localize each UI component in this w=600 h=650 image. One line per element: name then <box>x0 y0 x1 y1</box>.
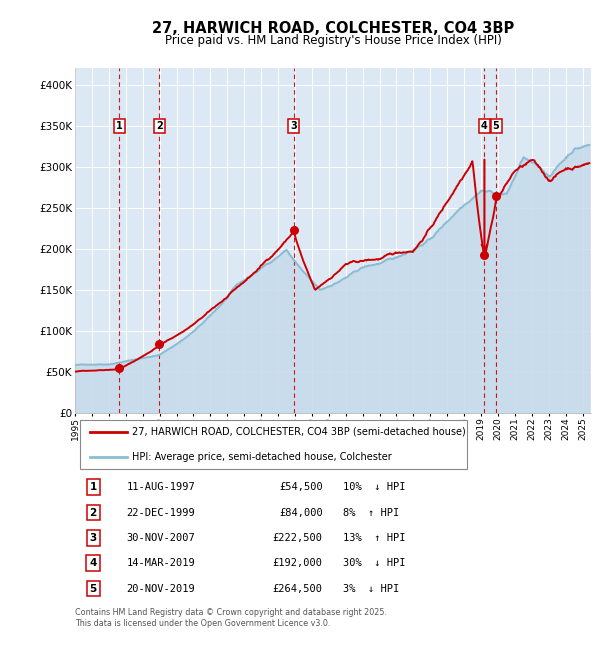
Text: £192,000: £192,000 <box>272 558 323 568</box>
Text: HPI: Average price, semi-detached house, Colchester: HPI: Average price, semi-detached house,… <box>132 452 392 461</box>
Text: £222,500: £222,500 <box>272 533 323 543</box>
Text: 3%  ↓ HPI: 3% ↓ HPI <box>343 584 400 593</box>
Text: 11-AUG-1997: 11-AUG-1997 <box>127 482 196 492</box>
Text: 14-MAR-2019: 14-MAR-2019 <box>127 558 196 568</box>
Text: 20-NOV-2019: 20-NOV-2019 <box>127 584 196 593</box>
Text: 30-NOV-2007: 30-NOV-2007 <box>127 533 196 543</box>
Text: 27, HARWICH ROAD, COLCHESTER, CO4 3BP: 27, HARWICH ROAD, COLCHESTER, CO4 3BP <box>152 21 514 36</box>
Text: £54,500: £54,500 <box>279 482 323 492</box>
Text: 27, HARWICH ROAD, COLCHESTER, CO4 3BP (semi-detached house): 27, HARWICH ROAD, COLCHESTER, CO4 3BP (s… <box>132 427 466 437</box>
Text: 4: 4 <box>481 121 488 131</box>
Text: 4: 4 <box>89 558 97 568</box>
Text: 2: 2 <box>89 508 97 517</box>
Text: Price paid vs. HM Land Registry's House Price Index (HPI): Price paid vs. HM Land Registry's House … <box>164 34 502 47</box>
Text: £84,000: £84,000 <box>279 508 323 517</box>
FancyBboxPatch shape <box>80 420 467 469</box>
Text: 3: 3 <box>89 533 97 543</box>
Text: 22-DEC-1999: 22-DEC-1999 <box>127 508 196 517</box>
Text: 5: 5 <box>89 584 97 593</box>
Text: 10%  ↓ HPI: 10% ↓ HPI <box>343 482 406 492</box>
Text: 1: 1 <box>89 482 97 492</box>
Text: 1: 1 <box>116 121 122 131</box>
Text: 30%  ↓ HPI: 30% ↓ HPI <box>343 558 406 568</box>
Text: £264,500: £264,500 <box>272 584 323 593</box>
Text: 13%  ↑ HPI: 13% ↑ HPI <box>343 533 406 543</box>
Text: 8%  ↑ HPI: 8% ↑ HPI <box>343 508 400 517</box>
Text: 5: 5 <box>493 121 499 131</box>
Text: Contains HM Land Registry data © Crown copyright and database right 2025.
This d: Contains HM Land Registry data © Crown c… <box>75 608 387 629</box>
Text: 2: 2 <box>156 121 163 131</box>
Text: 3: 3 <box>290 121 297 131</box>
